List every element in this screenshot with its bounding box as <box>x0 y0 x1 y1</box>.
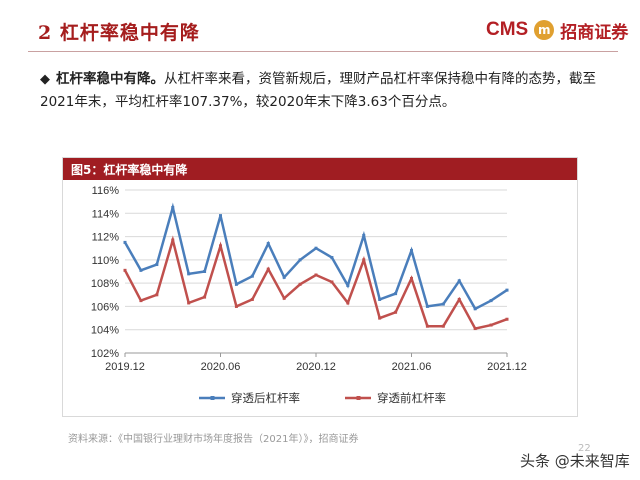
data-point <box>171 205 175 209</box>
data-point <box>410 249 413 253</box>
data-point <box>155 263 159 267</box>
y-tick-label: 102% <box>91 348 119 360</box>
data-point <box>314 246 318 250</box>
data-point <box>441 302 445 306</box>
data-point <box>489 299 493 303</box>
data-point <box>346 283 350 287</box>
data-point <box>203 270 207 273</box>
data-point <box>425 324 429 328</box>
logo-mark-icon: m <box>534 20 555 40</box>
section-title: 2 杠杆率稳中有降 <box>38 22 200 44</box>
y-tick-label: 116% <box>92 185 120 197</box>
data-point <box>139 299 143 303</box>
page-number: 22 <box>578 443 591 454</box>
data-point <box>282 296 286 300</box>
y-tick-label: 104% <box>91 325 119 337</box>
legend-label: 穿透前杠杆率 <box>377 391 446 405</box>
bullet-paragraph: ◆ 杠杆率稳中有降。从杠杆率来看，资管新规后，理财产品杠杆率保持稳中有降的态势，截… <box>40 68 610 113</box>
legend-marker <box>356 396 361 400</box>
x-tick-label: 2020.06 <box>201 361 241 373</box>
bullet-text: 从杠杆率来看，资管新规后，理财产品杠杆率保持稳中有降的态势，截至2021年末，平… <box>40 71 596 110</box>
data-point <box>362 233 366 237</box>
logo-text-cn: 招商证券 <box>560 22 629 43</box>
data-point <box>314 273 318 277</box>
legend-marker <box>210 396 215 400</box>
brand-logo: CMS m 招商证券 <box>486 18 629 43</box>
series-line-2 <box>123 235 508 331</box>
data-point <box>489 323 493 327</box>
data-point <box>187 272 191 276</box>
y-tick-label: 112% <box>92 232 120 244</box>
y-tick-label: 106% <box>91 301 119 313</box>
diamond-bullet-icon: ◆ <box>40 72 50 87</box>
x-tick-label: 2021.06 <box>392 361 432 373</box>
data-point <box>139 268 143 272</box>
source-note: 资料来源：《中国银行业理财市场年度报告（2021年）》，招商证券 <box>68 434 359 445</box>
data-point <box>394 310 398 314</box>
figure-panel: 图5：杠杆率稳中有降 102% 104% 106% 108% 110% 112% 114% 1… <box>62 157 578 417</box>
data-point <box>425 304 429 308</box>
y-tick-label: 114% <box>92 208 120 220</box>
data-point <box>155 293 159 297</box>
data-point <box>473 307 477 311</box>
data-point <box>219 244 222 248</box>
data-point <box>505 317 509 321</box>
data-point <box>219 214 222 218</box>
data-point <box>362 258 366 262</box>
data-point <box>171 238 175 242</box>
x-tick-label: 2020.12 <box>296 361 336 373</box>
data-point <box>473 327 477 331</box>
data-point <box>441 324 445 328</box>
header-divider <box>28 51 618 52</box>
data-point <box>457 279 461 283</box>
logo-text-en: CMS <box>486 19 529 40</box>
data-point <box>410 276 413 280</box>
data-point <box>378 297 382 301</box>
data-point <box>234 282 238 286</box>
data-point <box>203 295 207 299</box>
y-tick-label: 110% <box>92 255 120 267</box>
data-point <box>457 297 461 301</box>
data-point <box>298 258 302 262</box>
x-tick-label: 2021.12 <box>487 361 527 373</box>
data-point <box>266 267 270 271</box>
data-point <box>282 275 286 279</box>
data-point <box>346 301 350 305</box>
data-point <box>266 242 270 246</box>
legend-label: 穿透后杠杆率 <box>231 391 300 405</box>
series-line-1 <box>123 202 508 311</box>
x-tick-label: 2019.12 <box>105 361 145 373</box>
watermark: 头条 @未来智库 <box>520 452 630 470</box>
y-tick-label: 108% <box>91 278 119 290</box>
data-point <box>298 282 302 286</box>
line-chart: 102% 104% 106% 108% 110% 112% 114% 116% 2019.12 2… <box>91 185 527 405</box>
bullet-lead: 杠杆率稳中有降。 <box>56 71 164 87</box>
data-point <box>234 304 238 308</box>
data-point <box>250 297 254 301</box>
data-point <box>123 240 127 244</box>
figure-header-bar: 图5：杠杆率稳中有降 <box>63 158 577 180</box>
figure-title: 图5：杠杆率稳中有降 <box>71 163 188 177</box>
data-point <box>505 288 509 292</box>
data-point <box>330 256 334 260</box>
data-point <box>187 301 191 305</box>
data-point <box>330 280 334 284</box>
data-point <box>378 316 382 320</box>
data-point <box>250 274 254 278</box>
data-point <box>123 268 127 272</box>
data-point <box>394 292 398 296</box>
